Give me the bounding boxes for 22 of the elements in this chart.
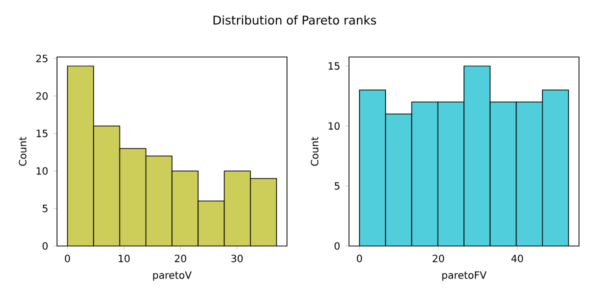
x-tick-label: 20 — [432, 254, 444, 262]
y-tick-label: 10 — [328, 122, 340, 130]
x-tick-label: 10 — [118, 254, 130, 262]
x-axis-title: paretoFV — [442, 271, 486, 281]
y-tick-label: 0 — [334, 242, 340, 250]
y-axis-title: Count — [310, 136, 318, 166]
y-tick-label: 15 — [328, 62, 340, 70]
x-tick-label: 20 — [174, 254, 186, 262]
x-tick-label: 30 — [231, 254, 243, 262]
x-tick-label: 0 — [64, 254, 70, 262]
y-tick-label: 5 — [334, 182, 340, 190]
x-axis-title: paretoV — [153, 271, 192, 281]
y-axis-title: Count — [18, 136, 26, 166]
y-tick-label: 0 — [42, 242, 48, 250]
y-tick-label: 25 — [36, 54, 48, 62]
x-tick-label: 0 — [356, 254, 362, 262]
y-tick-label: 20 — [36, 92, 48, 100]
y-tick-label: 5 — [42, 204, 48, 212]
x-tick-label: 40 — [511, 254, 523, 262]
chart-title: Distribution of Pareto ranks — [214, 15, 376, 25]
y-tick-label: 15 — [36, 130, 48, 138]
y-tick-label: 10 — [36, 167, 48, 175]
